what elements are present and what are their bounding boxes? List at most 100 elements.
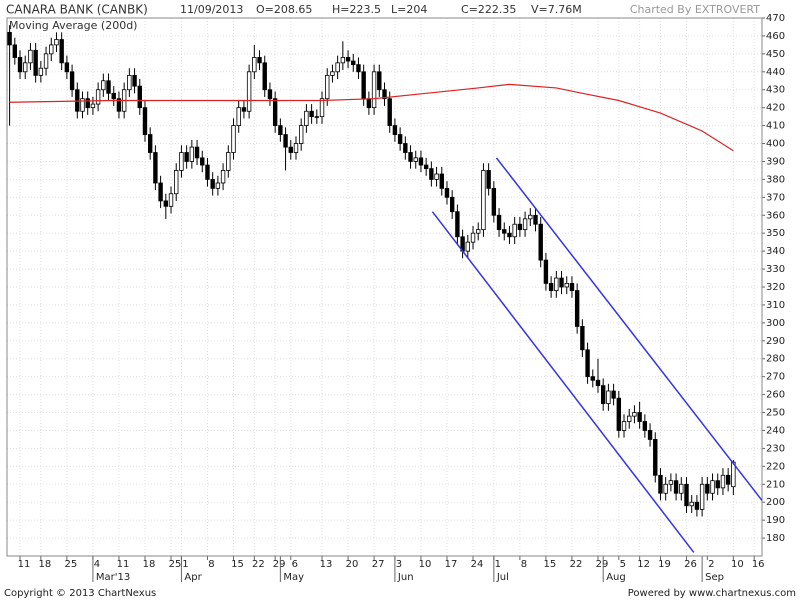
candle-body — [408, 152, 413, 162]
candle-body — [366, 98, 372, 109]
candle-body — [720, 474, 726, 489]
candle-body — [377, 71, 382, 91]
candle-body — [595, 379, 601, 387]
candle-body — [449, 196, 455, 213]
candle-body — [174, 170, 179, 195]
x-tick-label: 20 — [346, 559, 359, 570]
y-tick-label: 330 — [766, 264, 785, 275]
candle-body — [548, 283, 554, 291]
candle-body — [705, 483, 710, 494]
y-tick-label: 290 — [766, 336, 785, 347]
y-tick-label: 260 — [766, 390, 785, 401]
candle-body — [59, 39, 64, 64]
plot-area: 1801902002102202302402502602702802903003… — [6, 13, 785, 583]
candle-body — [481, 170, 486, 231]
chart-title: CANARA BANK (CANBK) — [6, 3, 148, 17]
x-tick-label: 3 — [396, 559, 402, 570]
candle-body — [564, 283, 569, 288]
candle-body — [127, 74, 132, 91]
candle-body — [668, 480, 674, 485]
y-tick-label: 430 — [766, 85, 785, 96]
candle-body — [413, 157, 418, 162]
candle-body — [606, 390, 611, 404]
candle-body — [75, 89, 80, 112]
x-tick-label: 12 — [637, 559, 650, 570]
x-tick-label: 17 — [445, 559, 458, 570]
candle-body — [486, 170, 491, 189]
channel-line — [495, 157, 763, 501]
candle-body — [444, 187, 450, 198]
candle-body — [80, 98, 85, 112]
candle-body — [283, 134, 288, 148]
candle-body — [585, 349, 590, 378]
candle-body — [538, 223, 543, 261]
candle-body — [356, 64, 361, 73]
x-tick-label: 10 — [731, 559, 744, 570]
x-tick-label: 11 — [117, 559, 130, 570]
candle-body — [616, 397, 622, 431]
candle-body — [210, 178, 215, 189]
quote-low: L=204 — [391, 3, 427, 16]
x-tick-label: 29 — [596, 559, 609, 570]
x-tick-label: 25 — [169, 559, 182, 570]
candle-body — [397, 134, 403, 144]
candle-body — [236, 107, 241, 126]
quote-close: C=222.35 — [461, 3, 516, 16]
y-tick-label: 340 — [766, 246, 785, 257]
candle-body — [69, 71, 75, 91]
candle-body — [95, 89, 101, 105]
x-tick-label: 16 — [752, 559, 765, 570]
candle-body — [574, 290, 580, 327]
y-tick-label: 470 — [766, 13, 785, 24]
candle-body — [580, 326, 585, 351]
candle-body — [17, 57, 23, 73]
quote-open: O=208.65 — [256, 3, 312, 16]
y-tick-label: 420 — [766, 103, 785, 114]
candle-body — [330, 71, 335, 76]
x-tick-label: 1 — [182, 559, 188, 570]
candle-body — [684, 483, 689, 507]
candle-body — [288, 146, 293, 153]
plot-border — [6, 17, 763, 557]
candle-body — [627, 415, 632, 422]
x-tick-label: 26 — [684, 559, 697, 570]
x-tick-label: 10 — [419, 559, 432, 570]
y-tick-label: 440 — [766, 67, 785, 78]
candle-body — [554, 277, 559, 291]
candle-body — [647, 430, 653, 440]
candle-body — [189, 146, 195, 162]
x-tick-label: 18 — [143, 559, 156, 570]
date-label: 11/09/2013 — [180, 3, 243, 16]
x-tick-label: 22 — [570, 559, 583, 570]
candle-body — [309, 110, 314, 118]
candle-body — [434, 173, 439, 180]
y-tick-label: 230 — [766, 443, 785, 454]
quote-high: H=223.5 — [332, 3, 381, 16]
y-tick-label: 190 — [766, 515, 785, 526]
candle-body — [205, 164, 210, 180]
candle-body — [611, 390, 616, 399]
x-tick-label: 6 — [292, 559, 298, 570]
candle-body — [429, 168, 434, 180]
candle-body — [423, 164, 429, 170]
month-label: Aug — [606, 572, 626, 583]
candle-body — [715, 480, 720, 489]
candle-body — [491, 187, 497, 216]
y-tick-label: 320 — [766, 282, 785, 293]
copyright: Copyright © 2013 ChartNexus — [4, 588, 156, 599]
candle-body — [184, 152, 189, 162]
candle-body — [132, 74, 137, 87]
candle-body — [43, 53, 49, 69]
candle-body — [710, 480, 715, 494]
candle-body — [325, 74, 330, 100]
x-tick-label: 15 — [544, 559, 557, 570]
quote-volume: V=7.76M — [531, 3, 582, 16]
candle-body — [12, 44, 18, 58]
candle-body — [694, 501, 700, 510]
candle-body — [403, 143, 408, 153]
candle-body — [90, 103, 96, 109]
candle-body — [345, 57, 351, 62]
x-tick-label: 22 — [252, 559, 265, 570]
y-tick-label: 240 — [766, 425, 785, 436]
candle-body — [7, 31, 12, 46]
